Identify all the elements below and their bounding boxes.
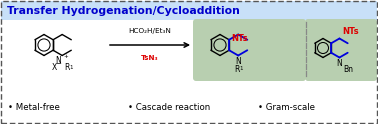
Text: Transfer Hydrogenation/Cycloaddition: Transfer Hydrogenation/Cycloaddition xyxy=(7,5,240,16)
Text: +: + xyxy=(64,53,68,59)
Text: 1: 1 xyxy=(239,66,243,72)
Text: NTs: NTs xyxy=(231,34,248,43)
Text: R: R xyxy=(234,64,240,74)
Text: N: N xyxy=(56,56,61,65)
Text: • Metal-free: • Metal-free xyxy=(8,104,60,112)
Text: N: N xyxy=(235,57,241,65)
FancyBboxPatch shape xyxy=(305,19,377,81)
Text: • Cascade reaction: • Cascade reaction xyxy=(128,104,210,112)
Bar xyxy=(1,1,377,20)
Text: TsN₃: TsN₃ xyxy=(141,55,159,61)
Text: Bn: Bn xyxy=(344,64,353,74)
Text: HCO₂H/Et₃N: HCO₂H/Et₃N xyxy=(129,28,172,34)
Text: X: X xyxy=(51,63,57,73)
Text: • Gram-scale: • Gram-scale xyxy=(258,104,315,112)
Text: 1: 1 xyxy=(70,65,73,70)
FancyBboxPatch shape xyxy=(193,19,306,81)
Text: −: − xyxy=(56,61,62,67)
Text: R: R xyxy=(65,62,70,72)
Text: N: N xyxy=(336,59,342,67)
Text: NTs: NTs xyxy=(342,28,359,36)
